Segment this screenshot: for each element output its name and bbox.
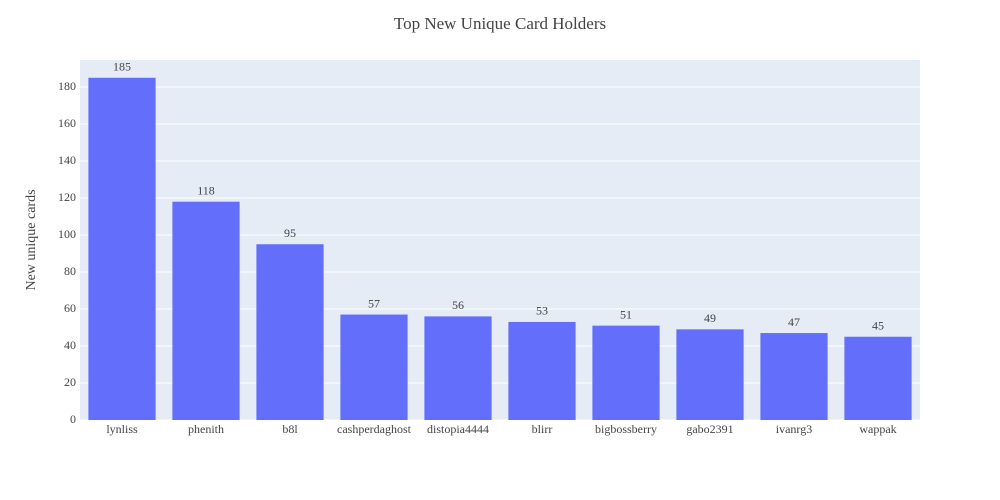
data-label: 118 — [197, 183, 215, 197]
y-tick-label: 160 — [58, 116, 76, 130]
data-label: 45 — [872, 319, 884, 333]
data-label: 56 — [452, 298, 464, 312]
x-tick-label: ivanrg3 — [776, 422, 812, 436]
x-tick-label: cashperdaghost — [337, 422, 412, 436]
y-tick-label: 120 — [58, 190, 76, 204]
bar — [760, 333, 828, 420]
y-tick-label: 140 — [58, 153, 76, 167]
x-tick-label: b8l — [282, 422, 298, 436]
bar — [88, 77, 156, 420]
y-tick-label: 0 — [70, 412, 76, 426]
y-tick-label: 100 — [58, 227, 76, 241]
data-label: 185 — [113, 60, 131, 74]
y-tick-label: 20 — [64, 375, 76, 389]
x-tick-label: phenith — [188, 422, 224, 436]
y-axis-title: New unique cards — [24, 189, 39, 290]
data-label: 57 — [368, 296, 380, 310]
x-tick-label: wappak — [859, 422, 896, 436]
y-tick-label: 40 — [64, 338, 76, 352]
bar — [172, 201, 240, 420]
x-tick-label: distopia4444 — [427, 422, 489, 436]
data-label: 49 — [704, 311, 716, 325]
data-label: 95 — [284, 226, 296, 240]
bar — [676, 329, 744, 420]
bar — [424, 316, 492, 420]
y-tick-label: 80 — [64, 264, 76, 278]
data-label: 51 — [620, 307, 632, 321]
x-tick-label: blirr — [532, 422, 553, 436]
data-label: 47 — [788, 315, 800, 329]
bar — [340, 314, 408, 420]
x-tick-label: gabo2391 — [686, 422, 733, 436]
y-tick-label: 60 — [64, 301, 76, 315]
bar — [592, 325, 660, 420]
bar — [844, 336, 912, 420]
y-tick-label: 180 — [58, 79, 76, 93]
chart-title: Top New Unique Card Holders — [394, 14, 606, 33]
bar — [508, 321, 576, 420]
bar — [256, 244, 324, 420]
data-label: 53 — [536, 304, 548, 318]
x-tick-label: bigbossberry — [595, 422, 657, 436]
x-tick-label: lynliss — [106, 422, 138, 436]
